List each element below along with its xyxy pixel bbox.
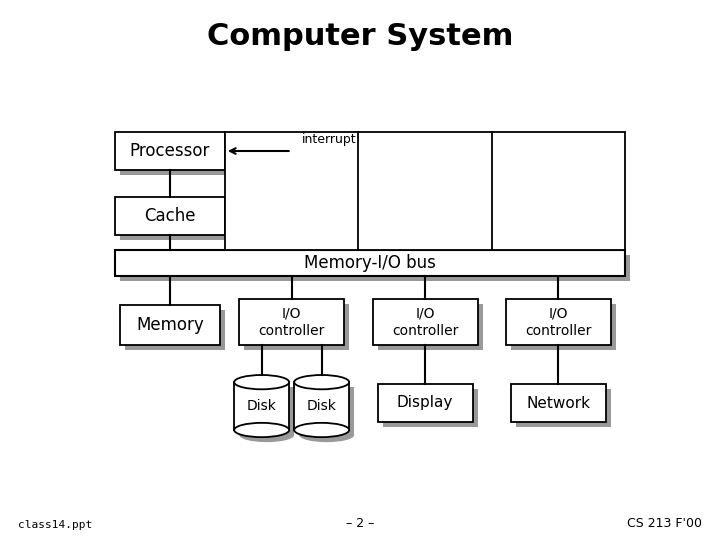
Bar <box>120 137 230 175</box>
Bar <box>516 389 611 427</box>
Ellipse shape <box>239 428 294 442</box>
Bar <box>510 384 606 422</box>
Text: I/O
controller: I/O controller <box>258 306 325 338</box>
Text: Memory: Memory <box>136 316 204 334</box>
Bar <box>294 382 349 430</box>
Text: I/O
controller: I/O controller <box>525 306 592 338</box>
Bar <box>120 255 630 281</box>
Text: Memory-I/O bus: Memory-I/O bus <box>304 254 436 272</box>
Bar <box>239 387 294 435</box>
Text: Computer System: Computer System <box>207 22 513 51</box>
Ellipse shape <box>300 428 354 442</box>
Text: Processor: Processor <box>130 142 210 160</box>
Bar <box>244 304 349 350</box>
Bar <box>125 310 225 350</box>
Bar <box>115 197 225 235</box>
Ellipse shape <box>234 423 289 437</box>
Text: – 2 –: – 2 – <box>346 517 374 530</box>
Text: Network: Network <box>526 395 590 410</box>
Bar <box>372 299 477 345</box>
Text: interrupt: interrupt <box>302 133 356 146</box>
Bar <box>115 250 625 276</box>
Bar <box>225 132 625 250</box>
Ellipse shape <box>234 375 289 389</box>
Text: Cache: Cache <box>144 207 196 225</box>
Bar <box>377 304 482 350</box>
Text: I/O
controller: I/O controller <box>392 306 458 338</box>
Text: Disk: Disk <box>307 399 337 413</box>
Text: class14.ppt: class14.ppt <box>18 520 92 530</box>
Bar <box>234 382 289 430</box>
Ellipse shape <box>294 375 349 389</box>
Ellipse shape <box>294 423 349 437</box>
Bar <box>506 299 611 345</box>
Bar <box>120 305 220 345</box>
Bar <box>377 384 472 422</box>
Bar <box>510 304 616 350</box>
Text: Disk: Disk <box>247 399 276 413</box>
Bar <box>300 387 354 435</box>
Text: CS 213 F'00: CS 213 F'00 <box>627 517 702 530</box>
Bar <box>382 389 477 427</box>
Bar <box>120 202 230 240</box>
Text: Display: Display <box>397 395 453 410</box>
Bar <box>115 132 225 170</box>
Bar <box>239 299 344 345</box>
